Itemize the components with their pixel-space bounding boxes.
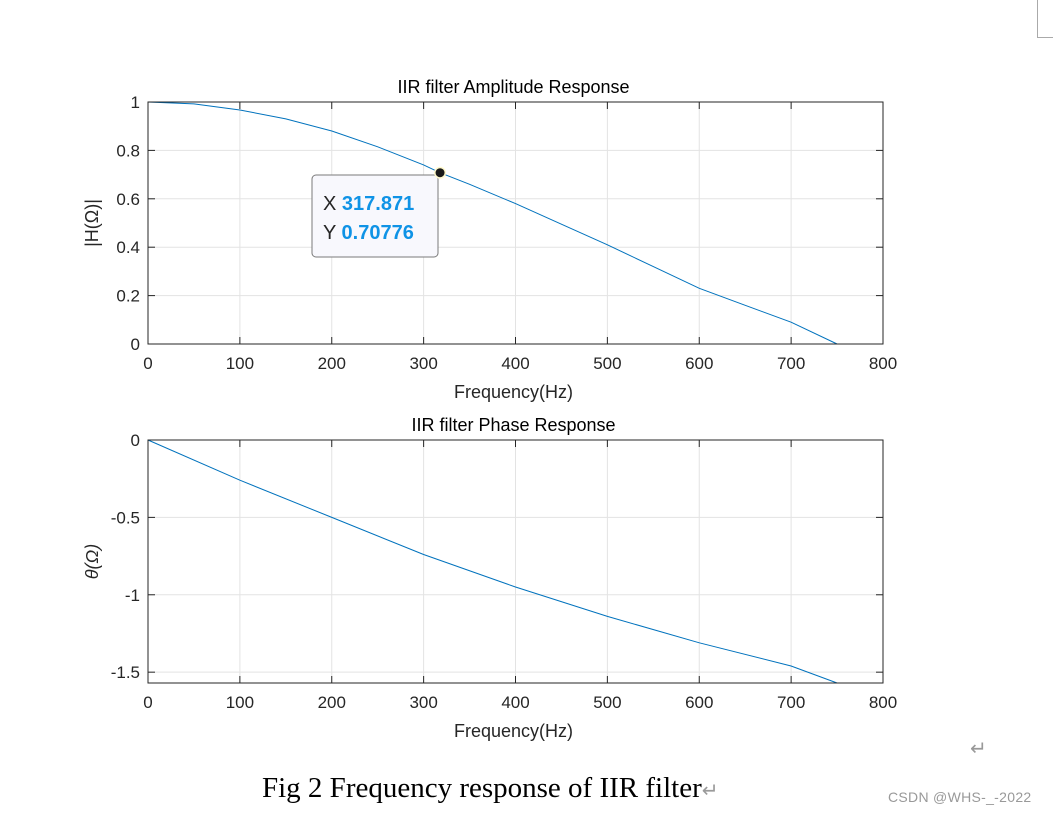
x-tick-label: 500 bbox=[593, 354, 621, 373]
x-tick-label: 400 bbox=[501, 693, 529, 712]
y-axis-label: θ(Ω) bbox=[82, 544, 102, 579]
x-tick-label: 300 bbox=[409, 354, 437, 373]
y-axis-label: |H(Ω)| bbox=[82, 199, 102, 247]
caption-return-mark: ↵ bbox=[701, 778, 719, 802]
x-tick-label: 600 bbox=[685, 354, 713, 373]
y-tick-label: 0.6 bbox=[116, 190, 140, 209]
amplitude-axes: 0 100 200 300 400 500 600 700 800 0 0.2 0.4 0.6 0.8 1 I… bbox=[82, 77, 897, 402]
x-tick-label: 300 bbox=[409, 693, 437, 712]
y-tick-label: -0.5 bbox=[111, 508, 140, 527]
x-tick-label: 800 bbox=[869, 693, 897, 712]
y-tick-label: -1 bbox=[125, 586, 140, 605]
page-corner-mark bbox=[1037, 0, 1053, 38]
x-tick-label: 800 bbox=[869, 354, 897, 373]
y-tick-label: 0.2 bbox=[116, 287, 140, 306]
y-tick-label: 0.4 bbox=[116, 238, 140, 257]
x-tick-label: 0 bbox=[143, 354, 152, 373]
y-tick-label: 1 bbox=[131, 93, 140, 112]
caption-text: Fig 2 Frequency response of IIR filter bbox=[262, 772, 702, 804]
x-axis-label: Frequency(Hz) bbox=[454, 382, 573, 402]
phase-curve[interactable] bbox=[147, 439, 838, 684]
svg-text:Y 0.70776: Y 0.70776 bbox=[323, 222, 414, 244]
figure-canvas: 0 100 200 300 400 500 600 700 800 0 0.2 0.4 0.6 0.8 1 I… bbox=[82, 77, 897, 741]
x-tick-label: 500 bbox=[593, 693, 621, 712]
datatip-marker[interactable] bbox=[435, 168, 445, 178]
paragraph-mark: ↵ bbox=[970, 736, 987, 760]
svg-text:X 317.871: X 317.871 bbox=[323, 193, 414, 215]
y-tick-label: -1.5 bbox=[111, 663, 140, 682]
datatip[interactable]: X 317.871 Y 0.70776 bbox=[311, 166, 447, 258]
x-tick-label: 700 bbox=[777, 354, 805, 373]
x-axis-label: Frequency(Hz) bbox=[454, 721, 573, 741]
x-tick-label: 700 bbox=[777, 693, 805, 712]
x-tick-label: 200 bbox=[318, 693, 346, 712]
y-tick-label: 0 bbox=[131, 335, 140, 354]
x-tick-label: 100 bbox=[226, 693, 254, 712]
phase-title: IIR filter Phase Response bbox=[411, 415, 615, 435]
y-tick-label: 0.8 bbox=[116, 141, 140, 160]
figure-caption: Fig 2 Frequency response of IIR filter↵ bbox=[262, 772, 719, 805]
amplitude-curve[interactable] bbox=[147, 101, 838, 345]
x-tick-label: 100 bbox=[226, 354, 254, 373]
phase-axes: 0 100 200 300 400 500 600 700 800 -1.5 -1 -0.5 0 IIR … bbox=[82, 415, 897, 741]
y-tick-label: 0 bbox=[131, 431, 140, 450]
watermark: CSDN @WHS-_-2022 bbox=[888, 789, 1032, 805]
x-tick-label: 0 bbox=[143, 693, 152, 712]
x-tick-label: 400 bbox=[501, 354, 529, 373]
x-tick-label: 200 bbox=[318, 354, 346, 373]
x-tick-label: 600 bbox=[685, 693, 713, 712]
amplitude-title: IIR filter Amplitude Response bbox=[397, 77, 629, 97]
